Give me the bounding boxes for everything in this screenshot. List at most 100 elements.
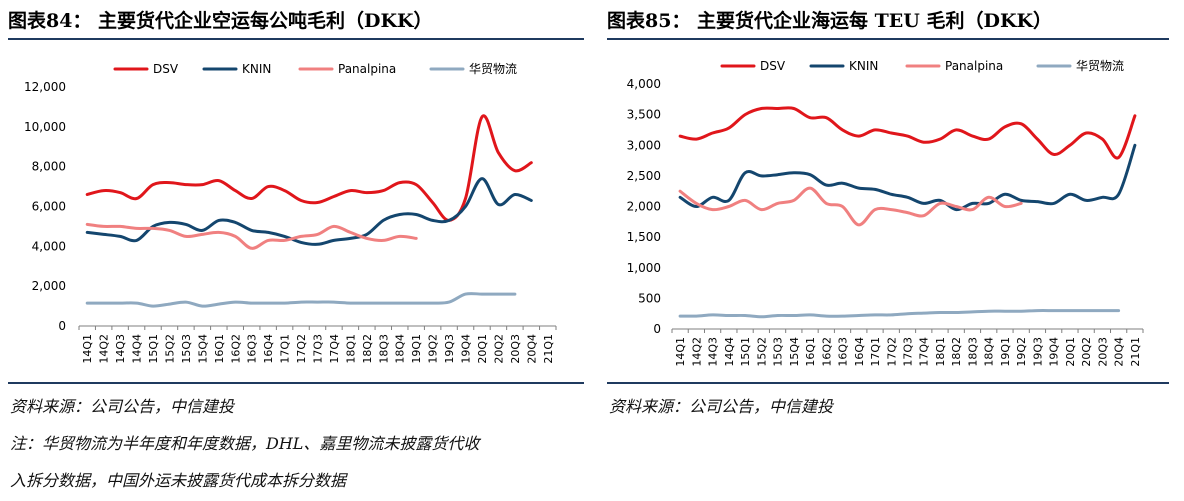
ocean-xtick-label-6: 15Q3 [772, 337, 785, 367]
ocean-ytick-label-2: 1,000 [627, 261, 661, 275]
source-note-right: 资料来源：公司公告，中信建投 [609, 397, 834, 416]
air-legend-label-2: Panalpina [338, 62, 396, 76]
ocean-xtick-label-27: 20Q4 [1113, 337, 1126, 367]
air-xtick-label-0: 14Q1 [81, 334, 94, 364]
ocean-xtick-label-28: 21Q1 [1129, 337, 1142, 367]
air-xtick-label-13: 17Q2 [295, 334, 308, 364]
ocean-xtick-label-24: 20Q1 [1064, 337, 1077, 367]
title-rule-left [8, 38, 584, 40]
title-rule-right [607, 38, 1169, 40]
air-ytick-label-2: 4,000 [32, 239, 66, 253]
ocean-ytick-label-1: 500 [638, 291, 661, 305]
air-series-line-3 [85, 292, 517, 308]
air-ytick-label-6: 12,000 [24, 80, 66, 94]
air-ytick-label-5: 10,000 [24, 120, 66, 134]
ocean-xtick-label-10: 16Q3 [837, 337, 850, 367]
source-rule-left [8, 382, 584, 384]
air-xtick-label-12: 17Q1 [279, 334, 292, 364]
air-xtick-label-28: 21Q1 [542, 334, 555, 364]
ocean-xtick-label-25: 20Q2 [1080, 337, 1093, 367]
air-xtick-label-22: 19Q3 [443, 334, 456, 364]
air-ytick-label-4: 8,000 [32, 160, 66, 174]
air-legend-label-0: DSV [153, 62, 179, 76]
air-xtick-label-24: 20Q1 [476, 334, 489, 364]
air-xtick-label-6: 15Q3 [180, 334, 193, 364]
source-note-left: 资料来源：公司公告，中信建投 [10, 397, 235, 416]
air-series-line-0 [85, 114, 533, 222]
ocean-xtick-label-18: 18Q3 [966, 337, 979, 367]
ocean-xtick-label-23: 19Q4 [1048, 337, 1061, 367]
air-ytick-label-3: 6,000 [32, 200, 66, 214]
ocean-xtick-label-17: 18Q2 [950, 337, 963, 367]
ocean-xtick-label-19: 18Q4 [983, 337, 996, 367]
ocean-xtick-label-21: 19Q2 [1015, 337, 1028, 367]
air-xtick-label-16: 18Q1 [344, 334, 357, 364]
ocean-xtick-label-3: 14Q4 [723, 337, 736, 367]
air-xtick-label-21: 19Q2 [427, 334, 440, 364]
ocean-xtick-label-8: 16Q1 [804, 337, 817, 367]
ocean-xtick-label-13: 17Q2 [885, 337, 898, 367]
air-xtick-label-26: 20Q3 [509, 334, 522, 364]
ocean-xtick-label-7: 15Q4 [788, 337, 801, 367]
air-xtick-label-15: 17Q4 [328, 334, 341, 364]
air-xtick-label-7: 15Q4 [196, 334, 209, 364]
air-xtick-label-27: 20Q4 [525, 334, 538, 364]
ocean-ytick-label-0: 0 [653, 322, 661, 336]
ocean-ytick-label-6: 3,000 [627, 138, 661, 152]
air-legend-label-3: 华贸物流 [469, 62, 517, 76]
ocean-legend-label-2: Panalpina [945, 59, 1003, 73]
ocean-ytick-label-4: 2,000 [627, 200, 661, 214]
air-xtick-label-20: 19Q1 [410, 334, 423, 364]
ocean-ytick-label-7: 3,500 [627, 108, 661, 122]
footnote-line-2: 入拆分数据，中国外运未披露货代成本拆分数据 [10, 471, 347, 490]
chart-title-right: 图表85： 主要货代企业海运每 TEU 毛利（DKK） [607, 10, 1052, 32]
air-xtick-label-23: 19Q4 [460, 334, 473, 364]
air-xtick-label-10: 16Q3 [246, 334, 259, 364]
ocean-xtick-label-15: 17Q4 [918, 337, 931, 367]
air-xtick-label-9: 16Q2 [229, 334, 242, 364]
ocean-series-line-3 [678, 309, 1121, 319]
ocean-ytick-label-8: 4,000 [627, 77, 661, 91]
ocean-series-line-0 [678, 106, 1137, 160]
ocean-xtick-label-4: 15Q1 [739, 337, 752, 367]
air-ytick-label-1: 2,000 [32, 279, 66, 293]
air-freight-chart: DSV KNIN Panalpina 华贸物流 0 2,000 4,000 6,000 8,00… [24, 62, 557, 364]
ocean-xtick-label-14: 17Q3 [902, 337, 915, 367]
air-legend-label-1: KNIN [242, 62, 271, 76]
air-xtick-label-4: 15Q1 [147, 334, 160, 364]
ocean-xtick-label-26: 20Q3 [1096, 337, 1109, 367]
ocean-ytick-label-3: 1,500 [627, 230, 661, 244]
footnote-line-1: 注：华贸物流为半年度和年度数据，DHL、嘉里物流未披露货代收 [10, 434, 480, 453]
ocean-freight-chart: DSV KNIN Panalpina 华贸物流 0 500 1,000 1,500 2,000 2… [627, 59, 1144, 367]
air-xtick-label-25: 20Q2 [492, 334, 505, 364]
air-xtick-label-14: 17Q3 [312, 334, 325, 364]
air-xtick-label-8: 16Q1 [213, 334, 226, 364]
ocean-xtick-label-22: 19Q3 [1031, 337, 1044, 367]
ocean-ytick-label-5: 2,500 [627, 169, 661, 183]
ocean-xtick-label-16: 18Q1 [934, 337, 947, 367]
air-xtick-label-3: 14Q4 [131, 334, 144, 364]
ocean-xtick-label-12: 17Q1 [869, 337, 882, 367]
ocean-xtick-label-5: 15Q2 [755, 337, 768, 367]
source-rule-right [607, 382, 1169, 384]
air-xtick-label-5: 15Q2 [163, 334, 176, 364]
ocean-series-line-1 [678, 143, 1137, 212]
air-xtick-label-1: 14Q2 [98, 334, 111, 364]
air-xtick-label-2: 14Q3 [114, 334, 127, 364]
air-xtick-label-11: 16Q4 [262, 334, 275, 364]
air-xtick-label-17: 18Q2 [361, 334, 374, 364]
ocean-xtick-label-2: 14Q3 [707, 337, 720, 367]
ocean-legend-label-1: KNIN [849, 59, 878, 73]
air-series-line-1 [85, 177, 533, 246]
air-xtick-label-19: 18Q4 [394, 334, 407, 364]
air-ytick-label-0: 0 [58, 319, 66, 333]
ocean-series-line-2 [678, 186, 1023, 227]
ocean-legend-label-0: DSV [760, 59, 786, 73]
chart-title-left: 图表84： 主要货代企业空运每公吨毛利（DKK） [8, 10, 433, 32]
ocean-xtick-label-1: 14Q2 [690, 337, 703, 367]
air-series-line-2 [85, 222, 418, 250]
ocean-xtick-label-9: 16Q2 [820, 337, 833, 367]
ocean-legend-label-3: 华贸物流 [1076, 59, 1124, 73]
air-xtick-label-18: 18Q3 [377, 334, 390, 364]
ocean-xtick-label-11: 16Q4 [853, 337, 866, 367]
